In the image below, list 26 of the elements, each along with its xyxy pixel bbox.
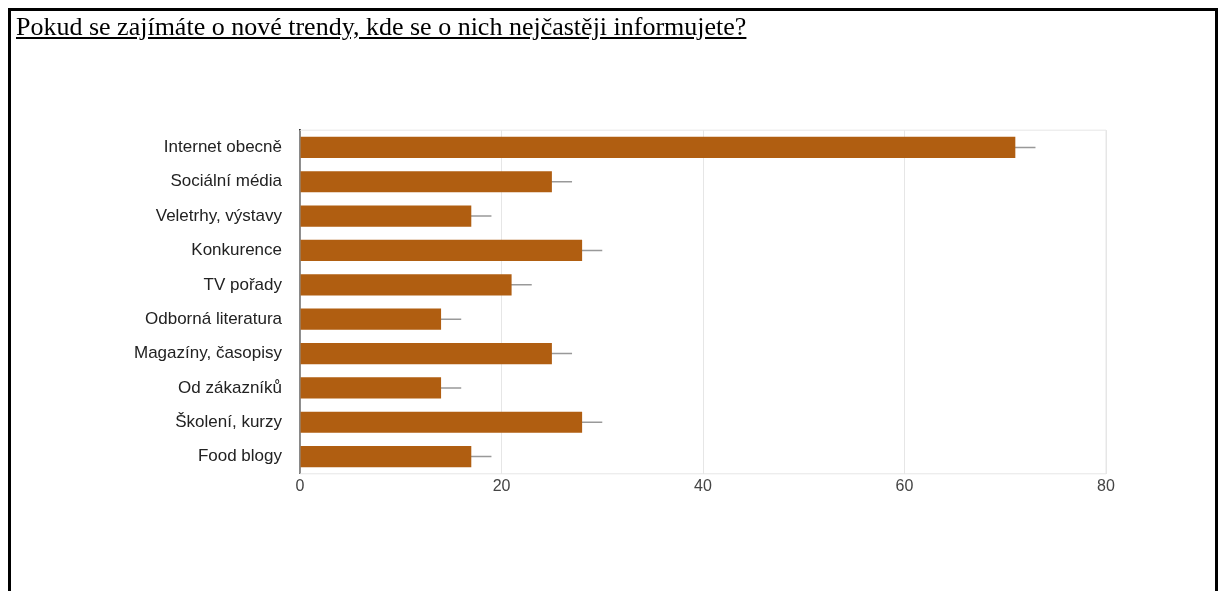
x-tick-label: 0 <box>295 476 305 494</box>
y-tick-label: Odborná literatura <box>145 308 283 328</box>
y-tick-label: Food blogy <box>197 446 283 466</box>
y-tick-label: Veletrhy, výstavy <box>155 205 283 225</box>
y-tick-label: Internet obecně <box>163 137 283 157</box>
bar <box>300 342 552 365</box>
chart-title: Pokud se zajímáte o nové trendy, kde se o nich nejčastěji informujete? <box>16 12 748 42</box>
bar <box>300 205 472 227</box>
bar <box>300 171 552 193</box>
x-tick-label: 60 <box>895 476 914 494</box>
y-tick-label: Školení, kurzy <box>175 411 283 431</box>
bar <box>300 239 583 262</box>
bar <box>300 274 512 296</box>
bar <box>300 411 583 433</box>
bar <box>300 136 1016 158</box>
x-tick-label: 40 <box>694 476 713 494</box>
y-tick-label: Od zákazníků <box>178 377 283 397</box>
y-tick-label: Konkurence <box>191 240 283 260</box>
bar <box>300 377 442 399</box>
bar <box>300 308 442 330</box>
x-tick-label: 80 <box>1097 476 1115 494</box>
y-tick-label: TV pořady <box>203 274 283 294</box>
bar <box>300 446 472 468</box>
y-tick-label: Sociální média <box>170 171 283 191</box>
y-tick-label: Magazíny, časopisy <box>134 343 283 363</box>
x-tick-label: 20 <box>492 476 511 494</box>
